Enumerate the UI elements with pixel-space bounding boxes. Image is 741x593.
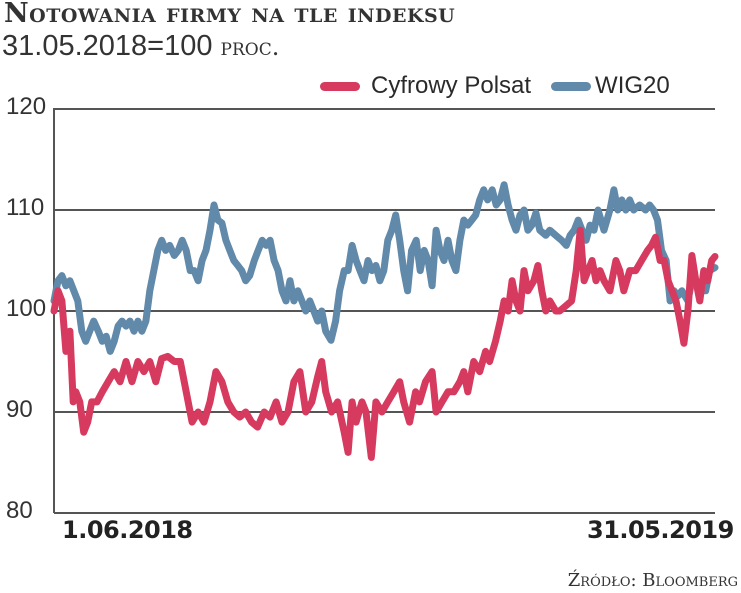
x-label-end: 31.05.2019	[587, 516, 734, 544]
legend: Cyfrowy Polsat WIG20	[320, 72, 690, 100]
legend-label: WIG20	[595, 72, 670, 99]
chart-title: Notowania firmy na tle indeksu	[4, 0, 456, 29]
source-note: Źródło: Bloomberg	[567, 570, 738, 591]
legend-item-cyfrowy-polsat: Cyfrowy Polsat	[320, 72, 531, 100]
y-tick-110: 110	[6, 194, 45, 221]
y-tick-90: 90	[6, 396, 33, 423]
y-tick-80: 80	[6, 497, 33, 524]
legend-label: Cyfrowy Polsat	[371, 72, 532, 99]
chart-subtitle: 31.05.2018=100 proc.	[2, 30, 279, 63]
subtitle-unit: proc.	[220, 33, 280, 61]
legend-swatch-blue-icon	[551, 81, 592, 91]
legend-item-wig20: WIG20	[551, 72, 670, 100]
series-line-cyfrowy-polsat	[50, 226, 719, 461]
x-label-start: 1.06.2018	[62, 516, 193, 544]
gridlines	[54, 108, 715, 514]
y-tick-120: 120	[6, 93, 47, 120]
y-tick-100: 100	[6, 295, 47, 322]
series-lines	[50, 181, 719, 461]
legend-swatch-red-icon	[320, 81, 360, 91]
series-line-wig20	[50, 181, 719, 355]
subtitle-base: 31.05.2018=100	[2, 30, 213, 62]
